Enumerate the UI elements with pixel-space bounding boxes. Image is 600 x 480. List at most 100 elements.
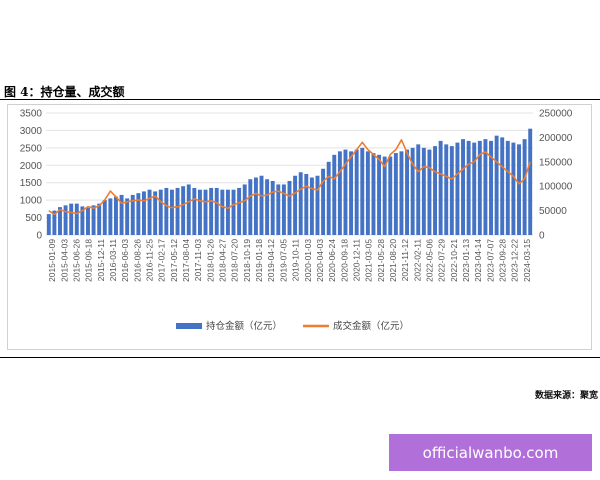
bar-mark	[63, 205, 68, 235]
x-axis-tick-label: 2016-11-25	[144, 239, 154, 282]
x-axis-tick-label: 2020-09-18	[339, 239, 349, 282]
bar-mark	[293, 175, 298, 235]
x-axis-tick-label: 2022-10-21	[449, 239, 459, 282]
bar-mark	[192, 187, 197, 235]
left-axis-tick-label: 3000	[20, 126, 43, 137]
bar-mark	[522, 139, 527, 235]
left-axis-tick-label: 2000	[20, 161, 43, 172]
bar-mark	[298, 172, 303, 235]
bar-mark	[214, 187, 219, 235]
bar-mark	[315, 175, 320, 235]
x-axis-tick-label: 2023-01-13	[461, 239, 471, 282]
bar-mark	[69, 203, 74, 235]
line-series	[48, 138, 531, 216]
bar-mark	[399, 151, 404, 235]
bar-mark	[153, 191, 158, 235]
bar-mark	[225, 189, 230, 235]
bar-mark	[461, 139, 465, 235]
x-axis-tick-label: 2023-04-14	[473, 239, 483, 282]
bar-mark	[259, 175, 264, 235]
bar-mark	[119, 194, 124, 235]
bar-mark	[186, 184, 191, 235]
bar-mark	[427, 149, 432, 235]
bar-mark	[326, 161, 331, 235]
x-axis-tick-label: 2022-02-11	[412, 239, 422, 282]
x-axis-tick-label: 2015-01-09	[47, 239, 57, 282]
bar-mark	[125, 198, 130, 235]
bar-mark	[46, 214, 51, 235]
bar-mark	[371, 153, 376, 235]
x-axis-tick-label: 2015-04-03	[59, 239, 69, 282]
bar-mark	[281, 184, 286, 235]
bar-mark	[197, 189, 202, 235]
bar-mark	[52, 210, 57, 235]
x-axis-tick-label: 2017-11-03	[193, 239, 203, 282]
bar-mark	[309, 177, 314, 235]
bar-mark	[494, 135, 499, 235]
x-axis-tick-label: 2018-07-20	[230, 239, 240, 282]
bar-mark	[410, 147, 415, 235]
bar-mark	[147, 189, 152, 235]
x-axis-tick-label: 2022-05-06	[425, 239, 435, 282]
bar-mark	[237, 187, 242, 235]
left-axis-tick-label: 3500	[20, 109, 43, 120]
x-axis-tick-label: 2017-05-12	[169, 239, 179, 282]
bar-mark	[405, 149, 410, 235]
bar-mark	[321, 168, 326, 235]
chart-frame: 0 500 1000 1500 2000 2500 3000 3500 0 50000 10000…	[7, 104, 592, 350]
bar-mark	[477, 140, 482, 235]
x-axis-tick-label: 2019-10-11	[291, 239, 301, 282]
bar-mark	[517, 144, 521, 235]
right-axis-tick-label: 150000	[539, 157, 573, 168]
bar-mark	[505, 140, 510, 235]
bar-mark	[97, 203, 102, 235]
bar-mark	[483, 139, 488, 235]
bar-mark	[332, 154, 337, 235]
bar-mark	[136, 193, 141, 235]
bar-mark	[108, 198, 113, 235]
left-axis-tick-label: 0	[36, 231, 42, 242]
x-axis-tick-label: 2023-09-28	[498, 239, 508, 282]
right-axis-tick-label: 50000	[539, 206, 567, 217]
bar-mark	[169, 189, 174, 235]
bar-mark	[203, 189, 208, 235]
bar-mark	[416, 144, 421, 235]
bar-mark	[511, 142, 516, 235]
x-axis-tick-label: 2017-02-17	[157, 239, 167, 282]
x-axis-tick-label: 2015-09-18	[84, 239, 94, 282]
bar-mark	[130, 194, 135, 235]
x-axis-tick-label: 2020-04-03	[315, 239, 325, 282]
x-axis-tick-label: 2020-12-11	[351, 239, 361, 282]
bar-mark	[231, 189, 236, 235]
combo-chart: 0 500 1000 1500 2000 2500 3000 3500 0 50000 10000…	[20, 109, 573, 333]
left-axis-tick-label: 1500	[20, 178, 43, 189]
legend-swatch-bars	[176, 323, 202, 329]
bar-mark	[421, 147, 426, 235]
right-axis-tick-label: 250000	[539, 109, 573, 120]
figure-title: 图 4：持仓量、成交额	[4, 85, 125, 99]
legend-label-bars: 持仓金额（亿元）	[206, 320, 282, 332]
legend-label-line: 成交金额（亿元）	[333, 320, 409, 332]
bottom-divider	[0, 357, 600, 358]
watermark-banner[interactable]: officialwanbo.com	[389, 434, 592, 471]
x-axis-tick-label: 2016-08-26	[132, 239, 142, 282]
left-axis-tick-label: 1000	[20, 196, 43, 207]
bar-mark	[349, 151, 354, 235]
bar-mark	[304, 174, 309, 235]
x-axis-tick-label: 2019-07-05	[278, 239, 288, 282]
right-axis-tick-label: 200000	[539, 133, 573, 144]
x-axis-tick-label: 2015-06-26	[71, 239, 81, 282]
bar-mark	[343, 149, 348, 235]
bar-mark	[365, 151, 370, 235]
bar-mark	[142, 191, 146, 235]
left-axis-tick-label: 500	[25, 213, 42, 224]
right-axis-tick-label: 0	[539, 231, 545, 242]
bar-mark	[209, 187, 214, 235]
bar-mark	[86, 207, 90, 235]
bar-mark	[91, 205, 96, 235]
x-axis-tick-label: 2020-01-03	[303, 239, 313, 282]
x-axis-tick-label: 2021-05-28	[376, 239, 386, 282]
bar-mark	[438, 140, 443, 235]
bar-mark	[242, 184, 247, 235]
bar-mark	[114, 196, 118, 235]
